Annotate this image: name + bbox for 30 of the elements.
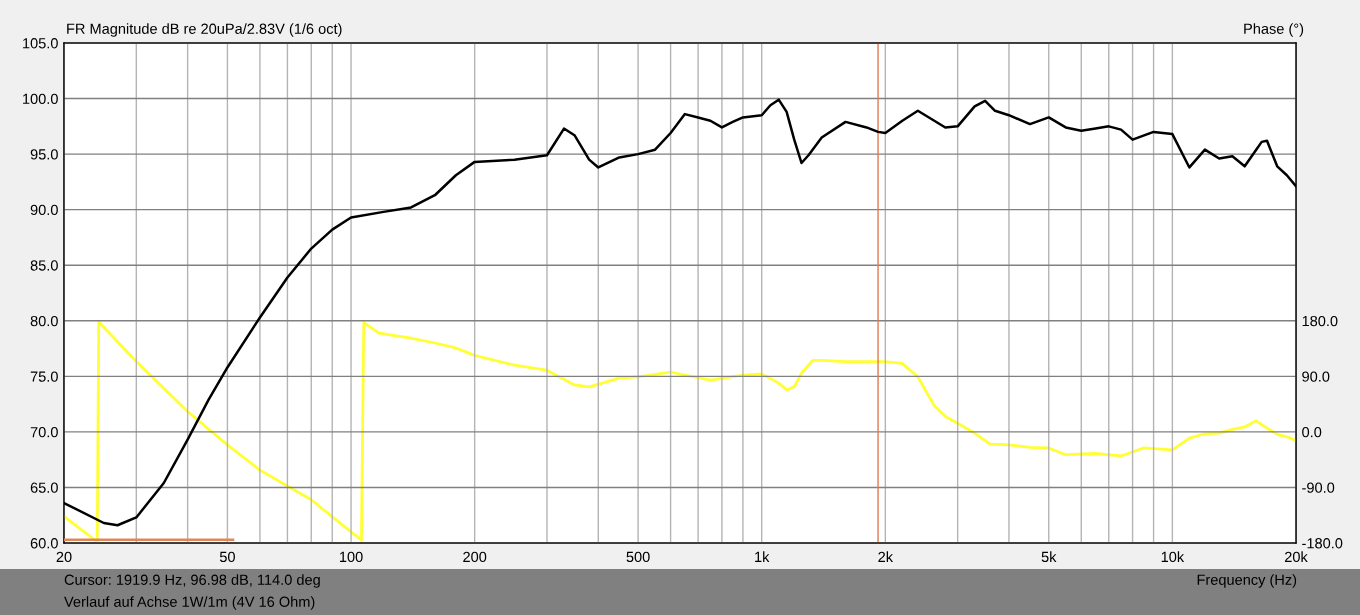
- y2-tick-label: 0.0: [1302, 426, 1322, 438]
- y2-tick-label: 90.0: [1302, 371, 1330, 382]
- x-axis-title: Frequency (Hz): [1197, 574, 1297, 588]
- x-tick-label: 200: [463, 551, 487, 563]
- y2-axis-title: Phase (°): [1244, 23, 1304, 37]
- x-tick-label: 20: [56, 551, 72, 563]
- y-tick-label: 100.0: [23, 93, 58, 104]
- x-tick-label: 500: [626, 551, 650, 563]
- x-tick-label: 10k: [1161, 551, 1185, 563]
- x-tick-label: 2k: [878, 551, 894, 562]
- y-tick-label: 95.0: [30, 149, 58, 160]
- y2-tick-label: -180.0: [1302, 538, 1343, 549]
- y-tick-label: 70.0: [30, 426, 58, 438]
- y-tick-label: 80.0: [30, 315, 58, 327]
- x-tick-label: 50: [219, 551, 235, 563]
- text: Cursor: 1919.9 Hz, 96.98 dB, 114.0 deg: [64, 574, 320, 588]
- y-tick-label: 60.0: [30, 538, 58, 549]
- y-tick-label: 75.0: [30, 371, 58, 382]
- y-tick-label: 105.0: [23, 38, 58, 49]
- x-tick-label: 100: [339, 551, 363, 563]
- y2-tick-label: 180.0: [1302, 315, 1338, 327]
- y-tick-label: 65.0: [30, 482, 58, 493]
- y2-tick-label: -90.0: [1302, 482, 1335, 493]
- y-tick-label: 90.0: [30, 204, 58, 216]
- chart-title: FR Magnitude dB re 20uPa/2.83V (1/6 oct): [67, 23, 342, 37]
- x-tick-label: 1k: [755, 551, 770, 562]
- y-tick-label: 85.0: [30, 260, 58, 271]
- x-tick-label: 20k: [1284, 551, 1308, 563]
- text: Verlauf auf Achse 1W/1m (4V 16 Ohm): [64, 596, 315, 610]
- x-tick-label: 5k: [1041, 551, 1057, 563]
